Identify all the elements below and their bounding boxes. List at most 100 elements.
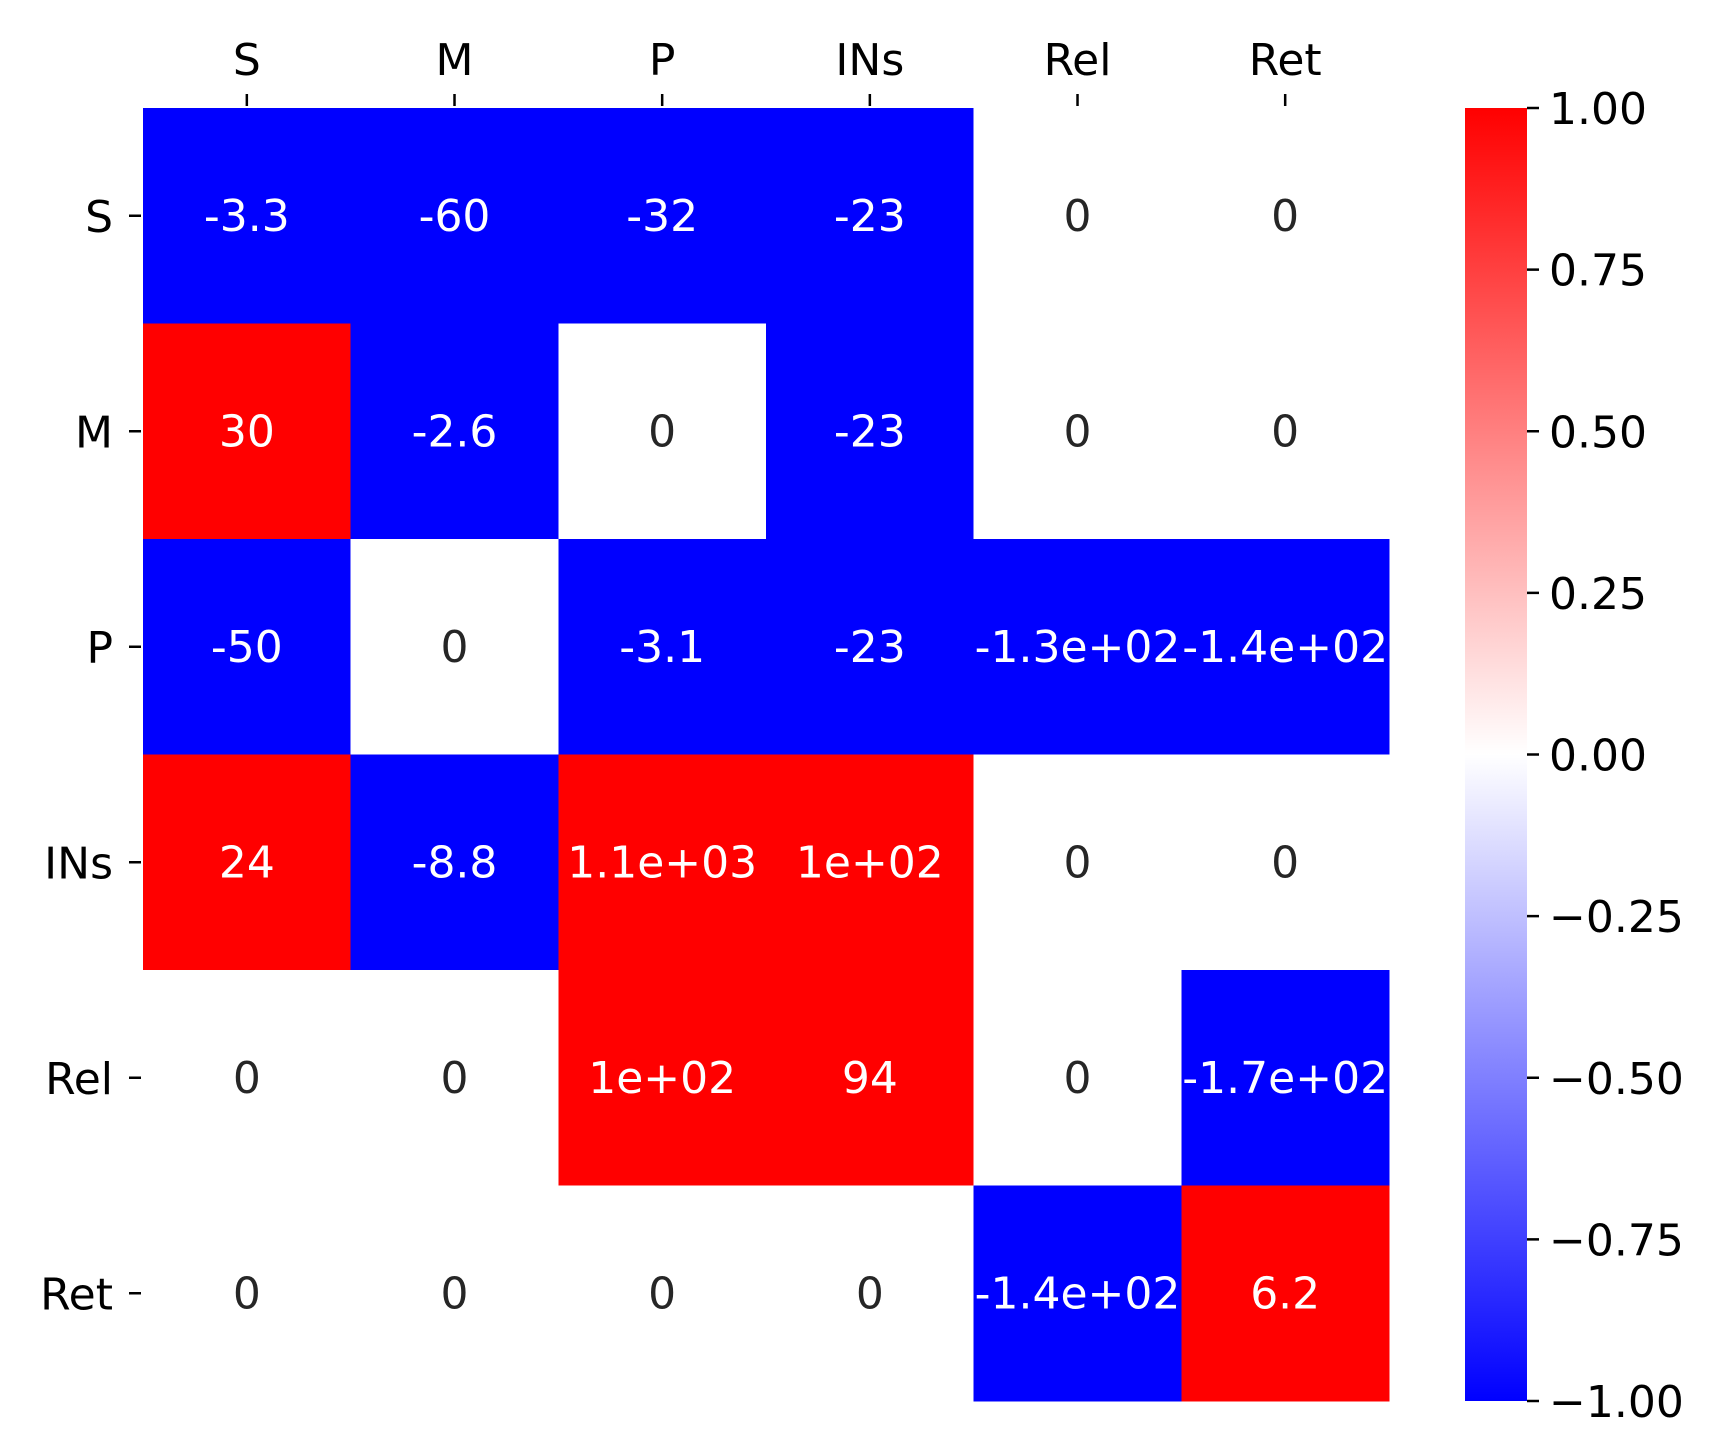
cell-value-label: -1.3e+02: [975, 622, 1181, 673]
cell-value-label: 0: [648, 406, 676, 457]
colorbar-gradient: [1465, 108, 1527, 1401]
heatmap-cell: [143, 754, 352, 971]
cell-value-label: 0: [1064, 837, 1092, 888]
cell-value-label: -3.3: [204, 191, 290, 242]
heatmap-cell: [766, 108, 975, 325]
heatmap-cell: [558, 323, 767, 540]
colorbar-tick-label: −0.50: [1549, 1054, 1684, 1105]
y-tick-label: P: [86, 623, 113, 674]
y-tick-label: Rel: [45, 1054, 113, 1105]
colorbar-tick-label: −0.75: [1549, 1215, 1684, 1266]
heatmap-cell: [350, 754, 559, 971]
heatmap-cell: [766, 1185, 975, 1402]
heatmap-cell: [973, 970, 1182, 1187]
cell-value-label: -1.4e+02: [1182, 622, 1388, 673]
x-tick-label: S: [233, 35, 261, 86]
cell-value-label: 0: [1271, 406, 1299, 457]
heatmap-cell: [143, 323, 352, 540]
x-axis: S M P INs Rel Ret: [233, 35, 1322, 106]
cell-value-label: -23: [834, 406, 906, 457]
colorbar-tick-label: 0.00: [1549, 731, 1647, 782]
heatmap-cell: [973, 323, 1182, 540]
cell-value-label: 0: [441, 622, 469, 673]
cell-value-label: -23: [834, 622, 906, 673]
colorbar-tick-label: −0.25: [1549, 892, 1684, 943]
y-tick-label: M: [75, 407, 113, 458]
cell-value-label: -2.6: [412, 406, 498, 457]
cell-value-label: 0: [648, 1268, 676, 1319]
cell-value-label: 0: [856, 1268, 884, 1319]
colorbar-tick-label: 0.50: [1549, 407, 1647, 458]
cell-value-label: 0: [1064, 1053, 1092, 1104]
heatmap-cell: [1181, 754, 1390, 971]
heatmap-cell: [766, 970, 975, 1187]
heatmap-cell: [143, 108, 352, 325]
y-tick-label: Ret: [40, 1269, 113, 1320]
colorbar: 1.00 0.75 0.50 0.25 0.00 −0.25 −0.50 −0.75 −1.00: [1465, 84, 1684, 1428]
cell-value-label: 1e+02: [796, 837, 944, 888]
cell-value-label: 94: [842, 1053, 898, 1104]
colorbar-tick-label: 0.25: [1549, 569, 1647, 620]
heatmap-cell: [1181, 108, 1390, 325]
heatmap-cell: [973, 754, 1182, 971]
cell-value-label: 30: [219, 406, 275, 457]
heatmap-cell: [1181, 1185, 1390, 1402]
cell-value-label: 24: [219, 837, 275, 888]
heatmap-cell: [766, 539, 975, 756]
heatmap-cell: [1181, 970, 1390, 1187]
heatmap-cell: [1181, 323, 1390, 540]
heatmap-cell: [558, 108, 767, 325]
heatmap-cell: [558, 970, 767, 1187]
heatmap-cell: [143, 970, 352, 1187]
heatmap-cell: [143, 1185, 352, 1402]
x-tick-label: P: [649, 35, 676, 86]
heatmap-cell: [1181, 539, 1390, 756]
cell-value-label: 0: [233, 1268, 261, 1319]
cell-value-label: 0: [441, 1268, 469, 1319]
colorbar-tick-label: −1.00: [1549, 1377, 1684, 1428]
x-tick-label: M: [436, 35, 474, 86]
cell-value-label: 0: [233, 1053, 261, 1104]
cell-value-label: -50: [211, 622, 283, 673]
colorbar-tick-label: 0.75: [1549, 246, 1647, 297]
cell-value-label: 0: [441, 1053, 469, 1104]
heatmap-cell: [558, 539, 767, 756]
colorbar-tick-label: 1.00: [1549, 84, 1647, 135]
x-tick-label: Ret: [1249, 35, 1322, 86]
heatmap-cell: [973, 539, 1182, 756]
cell-value-label: -23: [834, 191, 906, 242]
heatmap-cell: [350, 970, 559, 1187]
heatmap-cell: [766, 754, 975, 971]
cell-value-label: 0: [1271, 837, 1299, 888]
cell-value-label: 1.1e+03: [567, 837, 757, 888]
heatmap-annotations: -3.3 -60 -32 -23 0 0 30 -2.6 0 -23 0 0 -50 0 -3.1 -23 -1…: [204, 191, 1388, 1320]
y-tick-label: INs: [44, 838, 113, 889]
y-tick-label: S: [85, 192, 113, 243]
cell-value-label: -32: [626, 191, 698, 242]
heatmap-cell: [350, 323, 559, 540]
cell-value-label: 0: [1271, 191, 1299, 242]
y-axis: S M P INs Rel Ret: [40, 192, 141, 1320]
heatmap-cell: [973, 108, 1182, 325]
cell-value-label: -3.1: [619, 622, 705, 673]
heatmap-cell: [350, 539, 559, 756]
heatmap-cell: [350, 108, 559, 325]
heatmap-cell: [766, 323, 975, 540]
x-tick-label: INs: [835, 35, 904, 86]
cell-value-label: 1e+02: [588, 1053, 736, 1104]
heatmap-cell: [558, 754, 767, 971]
cell-value-label: -8.8: [412, 837, 498, 888]
heatmap-cell: [350, 1185, 559, 1402]
heatmap-cell: [973, 1185, 1182, 1402]
cell-value-label: -60: [419, 191, 491, 242]
cell-value-label: 0: [1064, 191, 1092, 242]
cell-value-label: 0: [1064, 406, 1092, 457]
cell-value-label: -1.7e+02: [1182, 1053, 1388, 1104]
cell-value-label: 6.2: [1250, 1268, 1320, 1319]
cell-value-label: -1.4e+02: [975, 1268, 1181, 1319]
heatmap-cells: [143, 108, 1390, 1402]
x-tick-label: Rel: [1044, 35, 1112, 86]
heatmap-cell: [558, 1185, 767, 1402]
heatmap-cell: [143, 539, 352, 756]
